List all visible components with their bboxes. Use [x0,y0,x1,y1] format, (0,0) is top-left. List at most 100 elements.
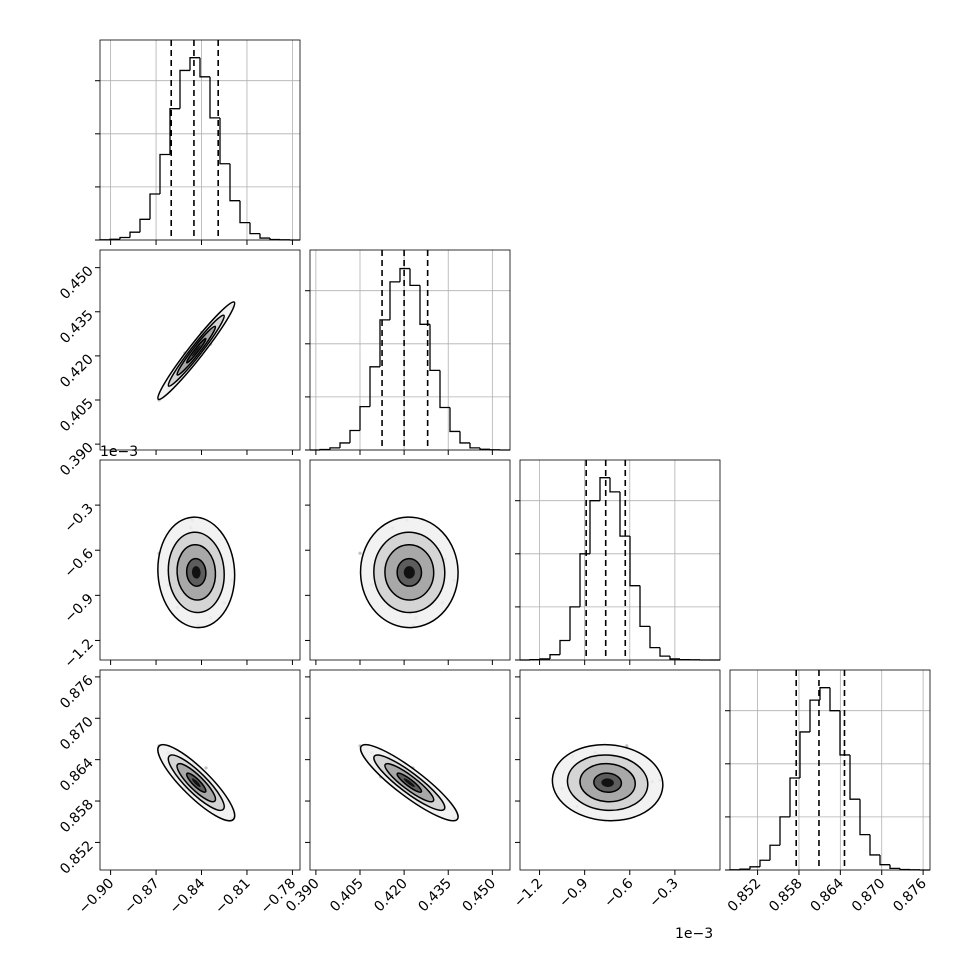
y-tick-label: −1.2 [61,636,96,671]
histogram-step [139,218,150,233]
contour-core [191,566,201,579]
histogram-step [419,285,430,325]
x-tick-label: −0.6 [601,875,636,910]
panel [95,459,301,665]
histogram-step [559,639,570,655]
histogram-step [639,585,650,628]
histogram-step [749,866,760,870]
histogram-step [239,200,250,224]
histogram-step [369,366,380,407]
y-tick-label: −0.9 [61,591,96,626]
histogram-step [259,233,270,239]
histogram-step [549,654,560,659]
histogram-step [329,447,340,450]
y-tick-label: 0.420 [57,351,97,391]
panel [305,669,511,875]
histogram-step [439,370,450,409]
panel-frame [519,459,721,661]
histogram-step [839,710,850,756]
x-tick-label: 0.870 [849,876,889,916]
histogram-step [199,57,210,78]
contour-core [403,778,415,788]
histogram-step [379,319,390,367]
contour-core [403,566,415,579]
panel-frame [309,459,511,661]
y-tick-label: 0.870 [57,714,97,754]
histogram-step [359,405,370,431]
histogram-step [349,429,360,443]
histogram-step [409,268,420,287]
histogram-step [269,238,280,241]
x-tick-label: 0.420 [371,876,411,916]
histogram-step [179,69,190,109]
histogram-step [759,859,770,867]
y-tick-label: −0.3 [61,501,96,536]
histogram-step [159,153,170,194]
histogram-step [459,431,470,444]
histogram-step [449,407,460,433]
panel-frame [99,459,301,661]
x-tick-label: −0.87 [121,876,163,918]
y-tick-label: 0.858 [57,797,97,837]
histogram-step [119,236,130,240]
x-tick-label: 0.852 [725,876,765,916]
histogram-step [879,854,890,866]
x-tick-label: 0.858 [766,876,806,916]
histogram-step [679,658,690,661]
histogram-step [599,477,610,501]
histogram-step [129,231,140,238]
histogram-step [209,76,220,119]
histogram-step [799,731,810,778]
histogram-step [219,117,230,165]
panel-frame [309,669,511,871]
histogram-step [169,108,180,155]
contour-core [191,778,201,788]
histogram-step [849,754,860,800]
histogram-step [769,844,780,861]
histogram-step [249,222,260,235]
density [358,516,459,629]
x-tick-label: −0.90 [76,876,118,918]
x-tick-label: −1.2 [511,876,546,911]
histogram-step [569,606,580,641]
x-tick-label: −0.84 [167,875,209,917]
histogram-step [739,868,750,870]
panel-frame [99,669,301,871]
panel [95,669,301,875]
histogram-step [609,477,620,493]
x-tick-label: 0.435 [415,876,455,916]
panel [305,249,511,455]
y-tick-label: 0.876 [57,672,97,712]
panel [95,249,301,455]
panel-frame [519,669,721,871]
density [551,743,664,822]
histogram-step [629,536,640,587]
histogram-step [649,626,660,649]
histogram-step [869,834,880,856]
histogram-step [899,868,910,871]
histogram-step [399,267,410,282]
histogram-step [859,799,870,836]
panel [95,39,301,245]
histogram-step [809,699,820,732]
x-offset-label: 1e−3 [675,926,713,942]
histogram-step [819,687,830,701]
panel [515,669,721,875]
y-tick-label: 0.852 [57,838,97,878]
histogram-step [189,57,200,71]
panel-frame [729,669,931,871]
y-tick-label: 0.435 [57,307,97,347]
x-tick-label: −0.9 [556,876,591,911]
histogram-step [889,864,900,870]
y-tick-label: −0.6 [61,546,96,581]
contour-core [191,345,201,357]
histogram-step [589,500,600,554]
histogram-step [229,163,240,202]
density [157,516,236,629]
contour-core [601,778,614,788]
histogram-step [539,658,550,660]
histogram-step [389,281,400,320]
x-tick-label: 0.450 [460,876,500,916]
histogram-step [479,447,490,450]
